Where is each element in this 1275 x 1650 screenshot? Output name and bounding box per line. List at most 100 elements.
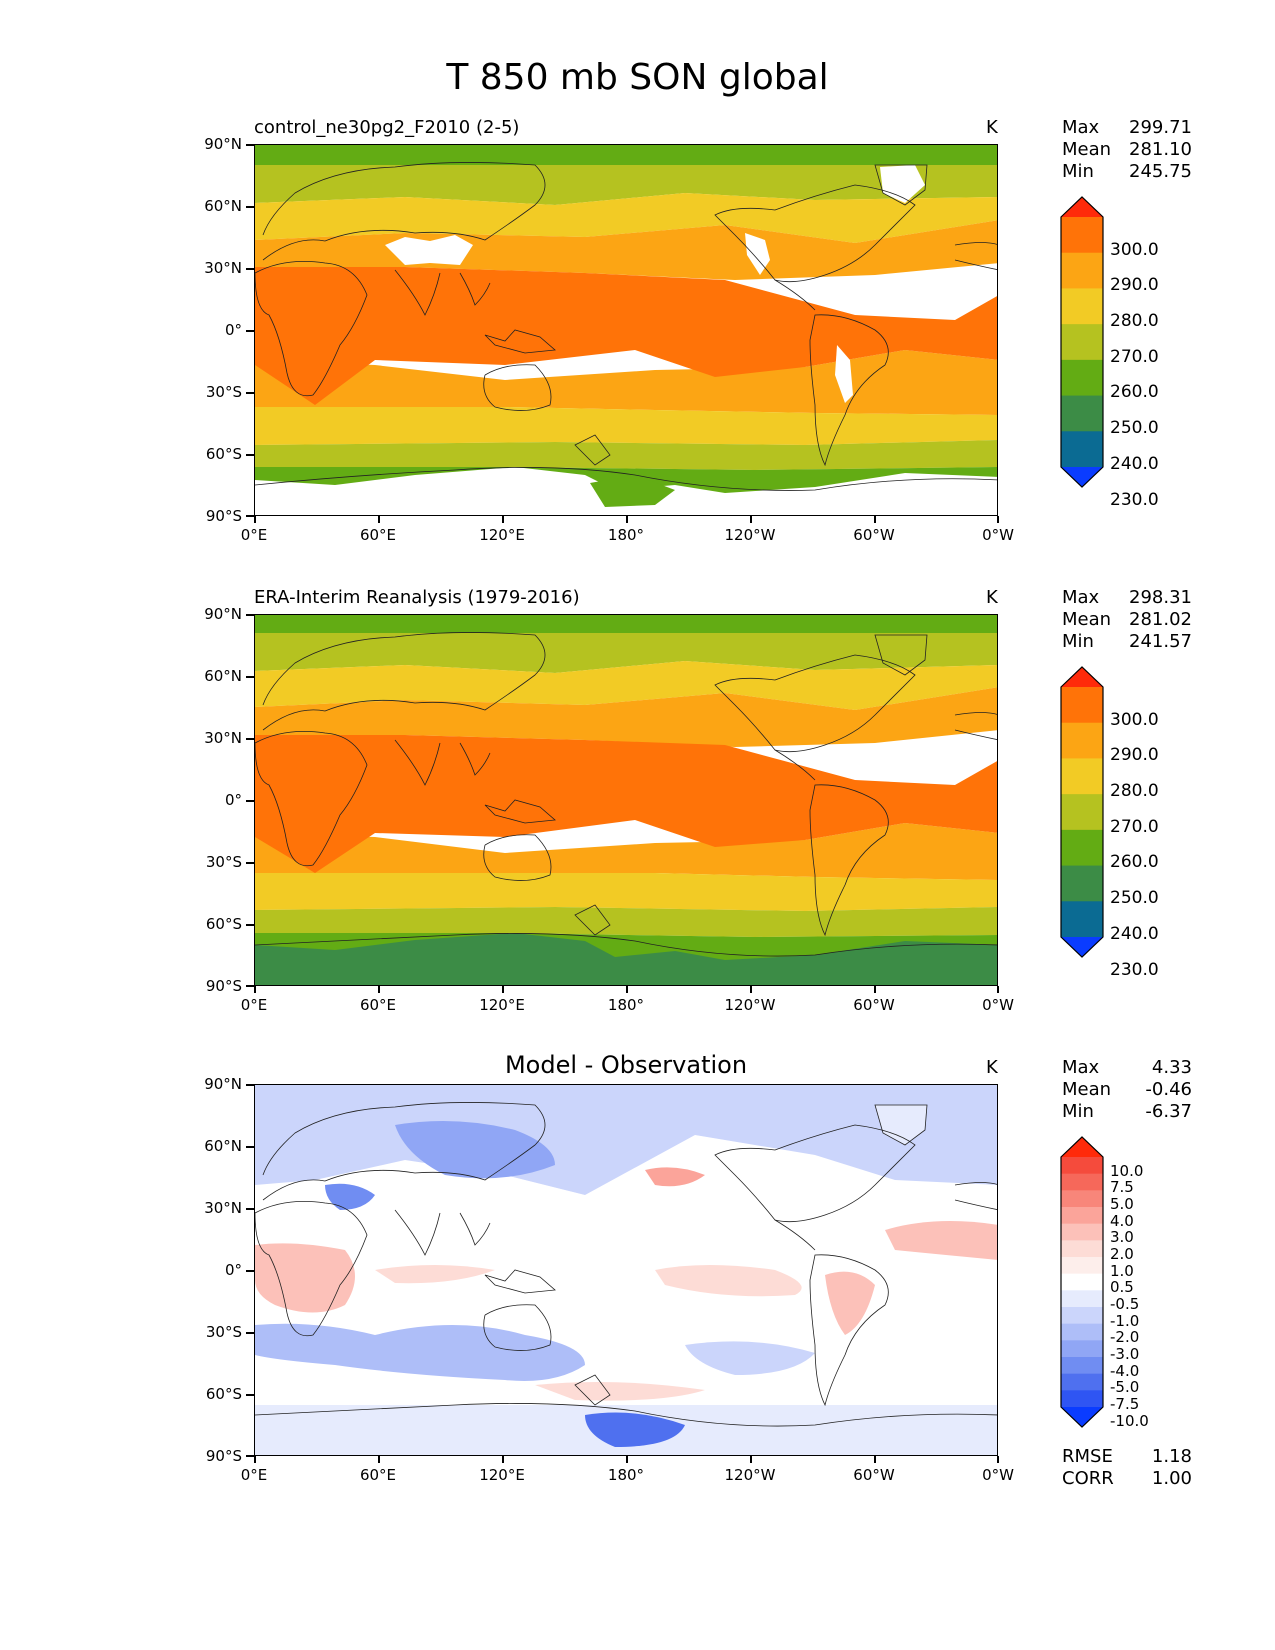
- coastlines: [255, 1102, 997, 1427]
- colorbar-extend-top: [1061, 197, 1103, 217]
- ylabel-90n: 90°N: [204, 1075, 242, 1093]
- band-270-south: [255, 407, 997, 445]
- panel-era-interim: ERA-Interim Reanalysis (1979-2016) K: [0, 587, 1275, 1047]
- ylabel-30s: 30°S: [205, 1323, 242, 1341]
- xtick: [254, 516, 256, 523]
- xlabel-0w: 0°W: [982, 1466, 1014, 1484]
- colorbar-tick-label: 1.0: [1110, 1261, 1134, 1280]
- greenland-missing: [880, 165, 925, 203]
- andes-missing: [835, 345, 853, 403]
- colorbar-segment: [1061, 1173, 1103, 1191]
- metrics-block: RMSE 1.18 CORR 1.00: [1062, 1446, 1192, 1490]
- xtick: [750, 516, 752, 523]
- stat-max: 4.33: [1151, 1057, 1192, 1078]
- units-label: K: [986, 117, 998, 138]
- ytick: [246, 144, 254, 146]
- xlabel-60e: 60°E: [359, 1466, 397, 1484]
- band-280-north: [255, 220, 997, 280]
- ytick: [246, 1455, 254, 1457]
- colorbar-segment: [1061, 1240, 1103, 1258]
- colorbar-segment: [1061, 288, 1103, 325]
- stat-min: 241.57: [1129, 631, 1192, 652]
- coastlines: [255, 162, 997, 491]
- colorbar-segment: [1061, 324, 1103, 361]
- band-260-north: [255, 165, 997, 205]
- xlabel-60w: 60°W: [853, 996, 895, 1014]
- colorbar-tick-label: -1.0: [1110, 1311, 1140, 1330]
- colorbar-extend-bottom: [1061, 937, 1103, 957]
- band-260-south: [255, 907, 997, 937]
- ytick: [246, 676, 254, 678]
- colorbar-segment: [1061, 1257, 1103, 1275]
- ross-ice-shelf: [590, 475, 675, 507]
- colorbar-tick-label: 290.0: [1110, 745, 1159, 766]
- north-cool-band: [255, 1085, 997, 1195]
- colorbar-tick-label: -0.5: [1110, 1295, 1140, 1313]
- colorbar-tick-label: -4.0: [1110, 1361, 1140, 1380]
- colorbar-extend-bottom: [1061, 467, 1103, 487]
- corr-value: 1.00: [1151, 1468, 1192, 1489]
- colorbar-segment: [1061, 252, 1103, 289]
- colorbar-tick-label: 250.0: [1110, 418, 1159, 439]
- colorbar-segment: [1061, 758, 1103, 795]
- colorbar-tick-label: 4.0: [1110, 1211, 1134, 1230]
- xlabel-60w: 60°W: [853, 526, 895, 544]
- colorbar-segment: [1061, 1290, 1103, 1308]
- corr-label: CORR: [1062, 1468, 1114, 1489]
- xlabel-180: 180°: [607, 1466, 645, 1484]
- ylabel-eq: 0°: [224, 321, 242, 339]
- colorbar-tick-label: 280.0: [1110, 310, 1159, 331]
- ylabel-60s: 60°S: [205, 445, 242, 463]
- xtick: [502, 986, 504, 993]
- xtick: [750, 1456, 752, 1463]
- africa-warm: [255, 1243, 355, 1313]
- colorbar-outline: [1060, 666, 1104, 958]
- tibet-missing: [385, 235, 473, 265]
- colorbar-segment: [1061, 359, 1103, 397]
- colorbar-tick-label: 10.0: [1110, 1161, 1144, 1180]
- xlabel-60e: 60°E: [359, 526, 397, 544]
- colorbar-svg: [1060, 196, 1104, 488]
- band-north-polar: [255, 615, 997, 633]
- south-cool-band: [255, 1323, 585, 1381]
- map-svg: [255, 145, 997, 515]
- xlabel-0e: 0°E: [240, 526, 268, 544]
- stat-min-label: Min: [1062, 631, 1094, 652]
- colorbar-segment: [1061, 1307, 1103, 1325]
- ytick: [246, 614, 254, 616]
- stats-block: Max 298.31 Mean 281.02 Min 241.57: [1062, 587, 1192, 653]
- stat-max-label: Max: [1062, 117, 1100, 138]
- colorbar: 10.0 7.5 5.0 4.0 3.0 2.0 1.0 0.5 -0.5 -1.0 -2.0 -3.…: [1060, 1136, 1149, 1428]
- xtick: [378, 986, 380, 993]
- xlabel-120w: 120°W: [724, 526, 776, 544]
- xlabel-0e: 0°E: [240, 1466, 268, 1484]
- colorbar-tick-label: 2.0: [1110, 1245, 1134, 1263]
- stats-block: Max 299.71 Mean 281.10 Min 245.75: [1062, 117, 1192, 183]
- ytick: [246, 392, 254, 394]
- colorbar-tick-label: 280.0: [1110, 780, 1159, 801]
- colorbar-tick-label: -2.0: [1110, 1328, 1140, 1347]
- rmse-label: RMSE: [1062, 1446, 1113, 1467]
- xlabel-120e: 120°E: [479, 526, 525, 544]
- stat-mean-label: Mean: [1062, 609, 1112, 630]
- stats-block: Max 4.33 Mean -0.46 Min -6.37: [1062, 1057, 1192, 1123]
- colorbar-tick-label: 260.0: [1110, 852, 1159, 873]
- units-label: K: [986, 587, 998, 608]
- band-270-north: [255, 661, 997, 710]
- greenland-cool: [875, 1105, 927, 1145]
- ytick: [246, 330, 254, 332]
- colorbar-tick-label: 260.0: [1110, 382, 1159, 403]
- xlabel-180: 180°: [607, 996, 645, 1014]
- map-era-interim: [254, 614, 998, 986]
- rmse-value: 1.18: [1151, 1446, 1192, 1467]
- ylabel-30s: 30°S: [205, 853, 242, 871]
- colorbar-segment: [1061, 1273, 1103, 1291]
- ytick: [246, 268, 254, 270]
- stat-mean-label: Mean: [1062, 1079, 1112, 1100]
- atlantic-warm: [885, 1221, 997, 1260]
- xtick: [378, 516, 380, 523]
- ytick: [246, 800, 254, 802]
- colorbar: 300.0 290.0 280.0 270.0 260.0 250.0 240.0 230.0: [1060, 666, 1159, 978]
- ytick: [246, 1208, 254, 1210]
- ylabel-eq: 0°: [224, 791, 242, 809]
